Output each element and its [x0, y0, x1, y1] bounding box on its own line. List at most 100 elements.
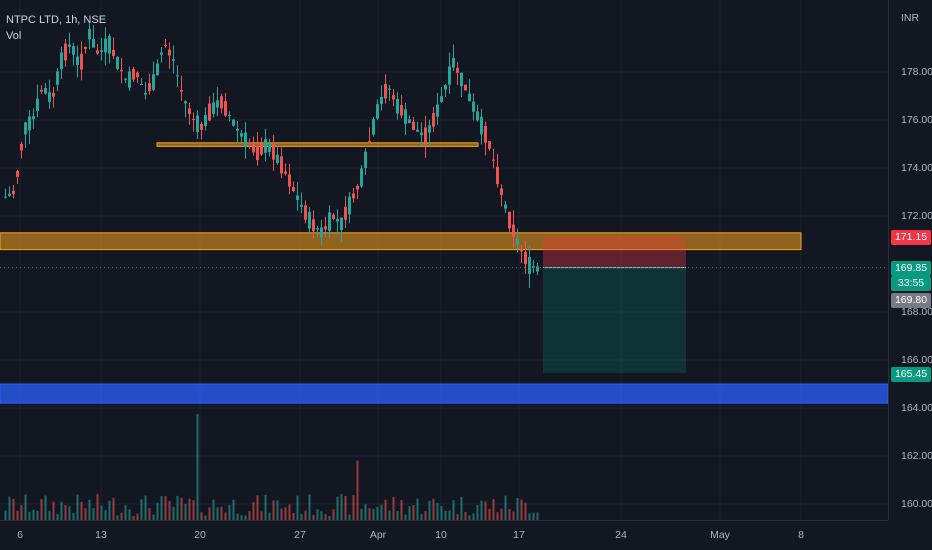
candle-body: [516, 238, 519, 245]
time-tick: 10: [435, 529, 447, 541]
volume-bar: [312, 514, 315, 520]
candle-body: [88, 28, 91, 40]
volume-bar: [244, 515, 247, 520]
volume-bar: [140, 499, 143, 520]
candle-body: [140, 83, 143, 85]
candle-body: [72, 46, 75, 55]
volume-bar: [124, 505, 127, 520]
price-tick: 168.00: [901, 306, 932, 318]
candle-body: [116, 56, 119, 70]
candle-body: [372, 119, 375, 135]
candle-body: [432, 112, 435, 127]
candle-body: [252, 143, 255, 153]
time-tick: 24: [615, 529, 627, 541]
candle-body: [124, 78, 127, 80]
volume-bar: [452, 500, 455, 520]
volume-bar: [80, 501, 83, 520]
volume-bar: [344, 495, 347, 520]
volume-bar: [4, 510, 7, 520]
volume-bar: [148, 508, 151, 520]
volume-bar: [460, 496, 463, 520]
candle-body: [384, 84, 387, 99]
candle-body: [76, 56, 79, 65]
candle-body: [4, 196, 7, 198]
volume-bar: [484, 501, 487, 520]
currency-label[interactable]: INR: [901, 12, 920, 24]
candle-body: [128, 71, 131, 88]
candle-body: [416, 129, 419, 132]
candle-body: [36, 98, 39, 111]
candle-body: [496, 166, 499, 185]
volume-bar: [264, 494, 267, 520]
take-profit-area: [543, 267, 686, 374]
volume-bar: [308, 494, 311, 520]
candle-body: [100, 50, 103, 52]
candle-body: [240, 133, 243, 137]
volume-bar: [84, 508, 87, 520]
candle-body: [328, 212, 331, 231]
candle-body: [340, 217, 343, 230]
symbol-title[interactable]: NTPC LTD, 1h, NSE: [6, 14, 107, 26]
volume-bar: [60, 501, 63, 520]
candle-body: [148, 83, 151, 92]
volume-bar: [356, 460, 359, 520]
volume-bar: [488, 508, 491, 520]
volume-bar: [296, 495, 299, 520]
volume-bar: [504, 495, 507, 520]
price-axis[interactable]: INR 178.00 176.00 174.00 172.00 168.00 166.00…: [888, 0, 932, 520]
volume-bar: [520, 499, 523, 520]
candlestick-chart[interactable]: [0, 0, 888, 520]
volume-bar: [376, 506, 379, 520]
candle-body: [316, 228, 319, 230]
volume-bar: [472, 513, 475, 520]
candle-body: [288, 174, 291, 187]
volume-bar: [104, 510, 107, 520]
volume-bar: [220, 506, 223, 520]
volume-bar: [372, 508, 375, 520]
prev-close-label: 169.80: [891, 293, 931, 308]
volume-bar: [348, 514, 351, 520]
volume-bar: [332, 509, 335, 520]
volume-bar: [476, 505, 479, 520]
candle-body: [392, 95, 395, 100]
candle-body: [352, 193, 355, 199]
candle-body: [68, 44, 71, 47]
time-tick: Apr: [369, 529, 387, 541]
candle-body: [52, 92, 55, 97]
candle-body: [444, 85, 447, 90]
price-tick: 162.00: [901, 450, 932, 462]
volume-bar: [236, 513, 239, 520]
candle-body: [424, 127, 427, 145]
volume-bar: [492, 499, 495, 520]
volume-bar: [336, 496, 339, 520]
volume-bar: [268, 512, 271, 520]
candle-body: [208, 103, 211, 121]
volume-bar: [396, 511, 399, 520]
volume-bar: [176, 495, 179, 520]
volume-bar: [524, 502, 527, 520]
volume-bar: [388, 510, 391, 520]
volume-bar: [448, 510, 451, 520]
time-axis[interactable]: 6 13 20 27 Apr 10 17 24 May 8: [0, 520, 888, 550]
volume-bar: [228, 504, 231, 520]
volume-bar: [420, 514, 423, 520]
time-tick: 17: [513, 529, 525, 541]
candle-body: [348, 196, 351, 215]
volume-bar: [320, 511, 323, 520]
candle-body: [488, 141, 491, 149]
candle-body: [196, 115, 199, 133]
candle-body: [108, 35, 111, 54]
candle-body: [200, 123, 203, 130]
volume-label[interactable]: Vol: [6, 30, 22, 42]
volume-bar: [428, 500, 431, 520]
volume-bar: [168, 501, 171, 520]
price-tick: 172.00: [901, 210, 932, 222]
price-tick: 176.00: [901, 114, 932, 126]
chart-area[interactable]: NTPC LTD, 1h, NSE Vol: [0, 0, 888, 520]
volume-bar: [432, 498, 435, 520]
volume-bar: [536, 512, 539, 520]
candle-body: [168, 49, 171, 56]
candle-body: [396, 98, 399, 114]
volume-bar: [516, 498, 519, 520]
candle-body: [256, 145, 259, 161]
